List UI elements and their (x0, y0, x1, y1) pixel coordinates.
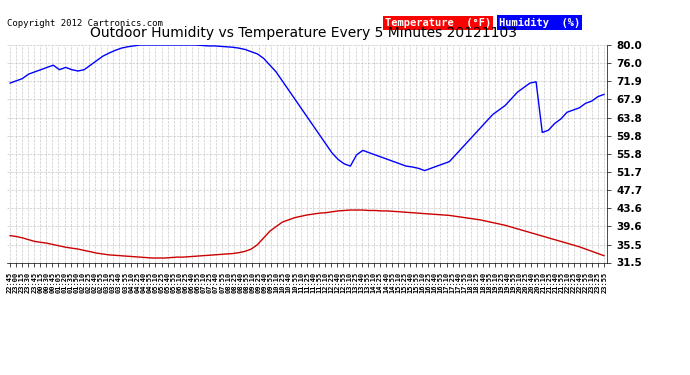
Text: Temperature  (°F): Temperature (°F) (385, 18, 491, 28)
Text: Copyright 2012 Cartronics.com: Copyright 2012 Cartronics.com (7, 19, 163, 28)
Text: Humidity  (%): Humidity (%) (499, 18, 580, 28)
Text: Outdoor Humidity vs Temperature Every 5 Minutes 20121103: Outdoor Humidity vs Temperature Every 5 … (90, 26, 517, 40)
